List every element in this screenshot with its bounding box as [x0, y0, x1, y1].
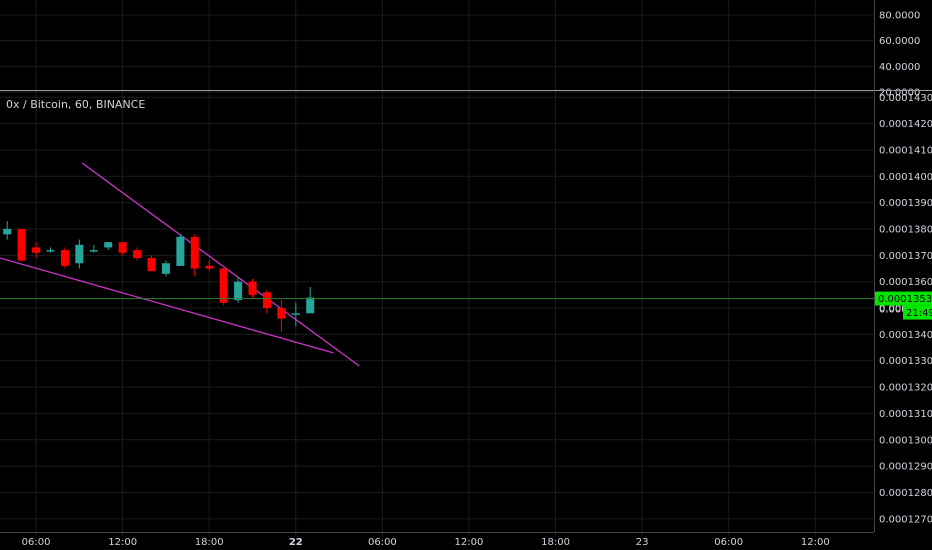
- candle-body: [104, 242, 113, 248]
- time-tick-label: 06:00: [22, 537, 51, 548]
- candle[interactable]: [219, 265, 228, 306]
- candle[interactable]: [277, 300, 286, 332]
- price-overlay: 0.0000.00013536 21:49: [0, 291, 932, 320]
- indicator-tick-label: 20.0000: [879, 88, 920, 99]
- candle-body: [161, 263, 170, 274]
- candle[interactable]: [60, 247, 69, 269]
- candle-body: [32, 247, 41, 253]
- candle[interactable]: [3, 221, 12, 240]
- grid: [0, 0, 873, 536]
- candle-body: [17, 229, 26, 261]
- time-tick-label: 12:00: [108, 537, 137, 548]
- time-tick-label: 18:00: [541, 537, 570, 548]
- candle-body: [46, 250, 55, 252]
- candle-body: [75, 244, 84, 264]
- candle-body: [219, 268, 228, 303]
- candle[interactable]: [248, 279, 257, 298]
- candles[interactable]: [3, 221, 315, 332]
- trendlines[interactable]: [0, 162, 360, 367]
- candle[interactable]: [133, 247, 142, 261]
- candle[interactable]: [89, 244, 98, 253]
- candle[interactable]: [17, 229, 26, 261]
- candle-body: [147, 257, 156, 272]
- candle-body: [60, 250, 69, 266]
- candle-body: [306, 297, 315, 314]
- countdown-label: 21:49: [906, 308, 932, 319]
- candle-body: [248, 281, 257, 295]
- candle[interactable]: [190, 234, 199, 277]
- candle-body: [3, 229, 12, 235]
- chart-title: 0x / Bitcoin, 60, BINANCE: [6, 98, 145, 111]
- time-tick-label: 23: [636, 537, 649, 548]
- candle[interactable]: [118, 242, 127, 256]
- candle-body: [234, 281, 243, 301]
- time-tick-label: 18:00: [195, 537, 224, 548]
- time-tick-label: 12:00: [801, 537, 830, 548]
- candle-body: [262, 292, 271, 309]
- candle-body: [89, 250, 98, 252]
- candle[interactable]: [32, 242, 41, 258]
- current-price-badge: [875, 291, 932, 306]
- candle-body: [176, 236, 185, 266]
- candle-body: [190, 236, 199, 269]
- candle[interactable]: [104, 242, 113, 251]
- time-tick-label: 22: [289, 537, 303, 548]
- candle-body: [277, 308, 286, 319]
- trendline-lower[interactable]: [0, 257, 334, 354]
- candle[interactable]: [75, 239, 84, 269]
- indicator-tick-label: 60.0000: [879, 36, 920, 47]
- candle-body: [118, 242, 127, 253]
- candle[interactable]: [161, 260, 170, 277]
- candle-body: [205, 265, 214, 269]
- time-tick-label: 12:00: [455, 537, 484, 548]
- candle[interactable]: [176, 234, 185, 266]
- candle-body: [133, 250, 142, 258]
- candle-body: [291, 313, 300, 315]
- candle[interactable]: [147, 255, 156, 272]
- countdown-badge: [903, 305, 932, 320]
- candle[interactable]: [306, 286, 315, 314]
- current-price-label: 0.00013536: [878, 294, 932, 305]
- time-tick-label: 06:00: [714, 537, 743, 548]
- candle[interactable]: [262, 289, 271, 314]
- price-tick-label-partial: 0.000: [879, 305, 908, 316]
- indicator-tick-label: 40.0000: [879, 62, 920, 73]
- time-tick-label: 06:00: [368, 537, 397, 548]
- candle[interactable]: [46, 247, 55, 253]
- candle[interactable]: [205, 260, 214, 272]
- price-tick-label: 0.00012700: [879, 514, 932, 525]
- indicator-tick-label: 80.0000: [879, 11, 920, 22]
- trendline-upper[interactable]: [81, 162, 360, 367]
- candle[interactable]: [291, 302, 300, 327]
